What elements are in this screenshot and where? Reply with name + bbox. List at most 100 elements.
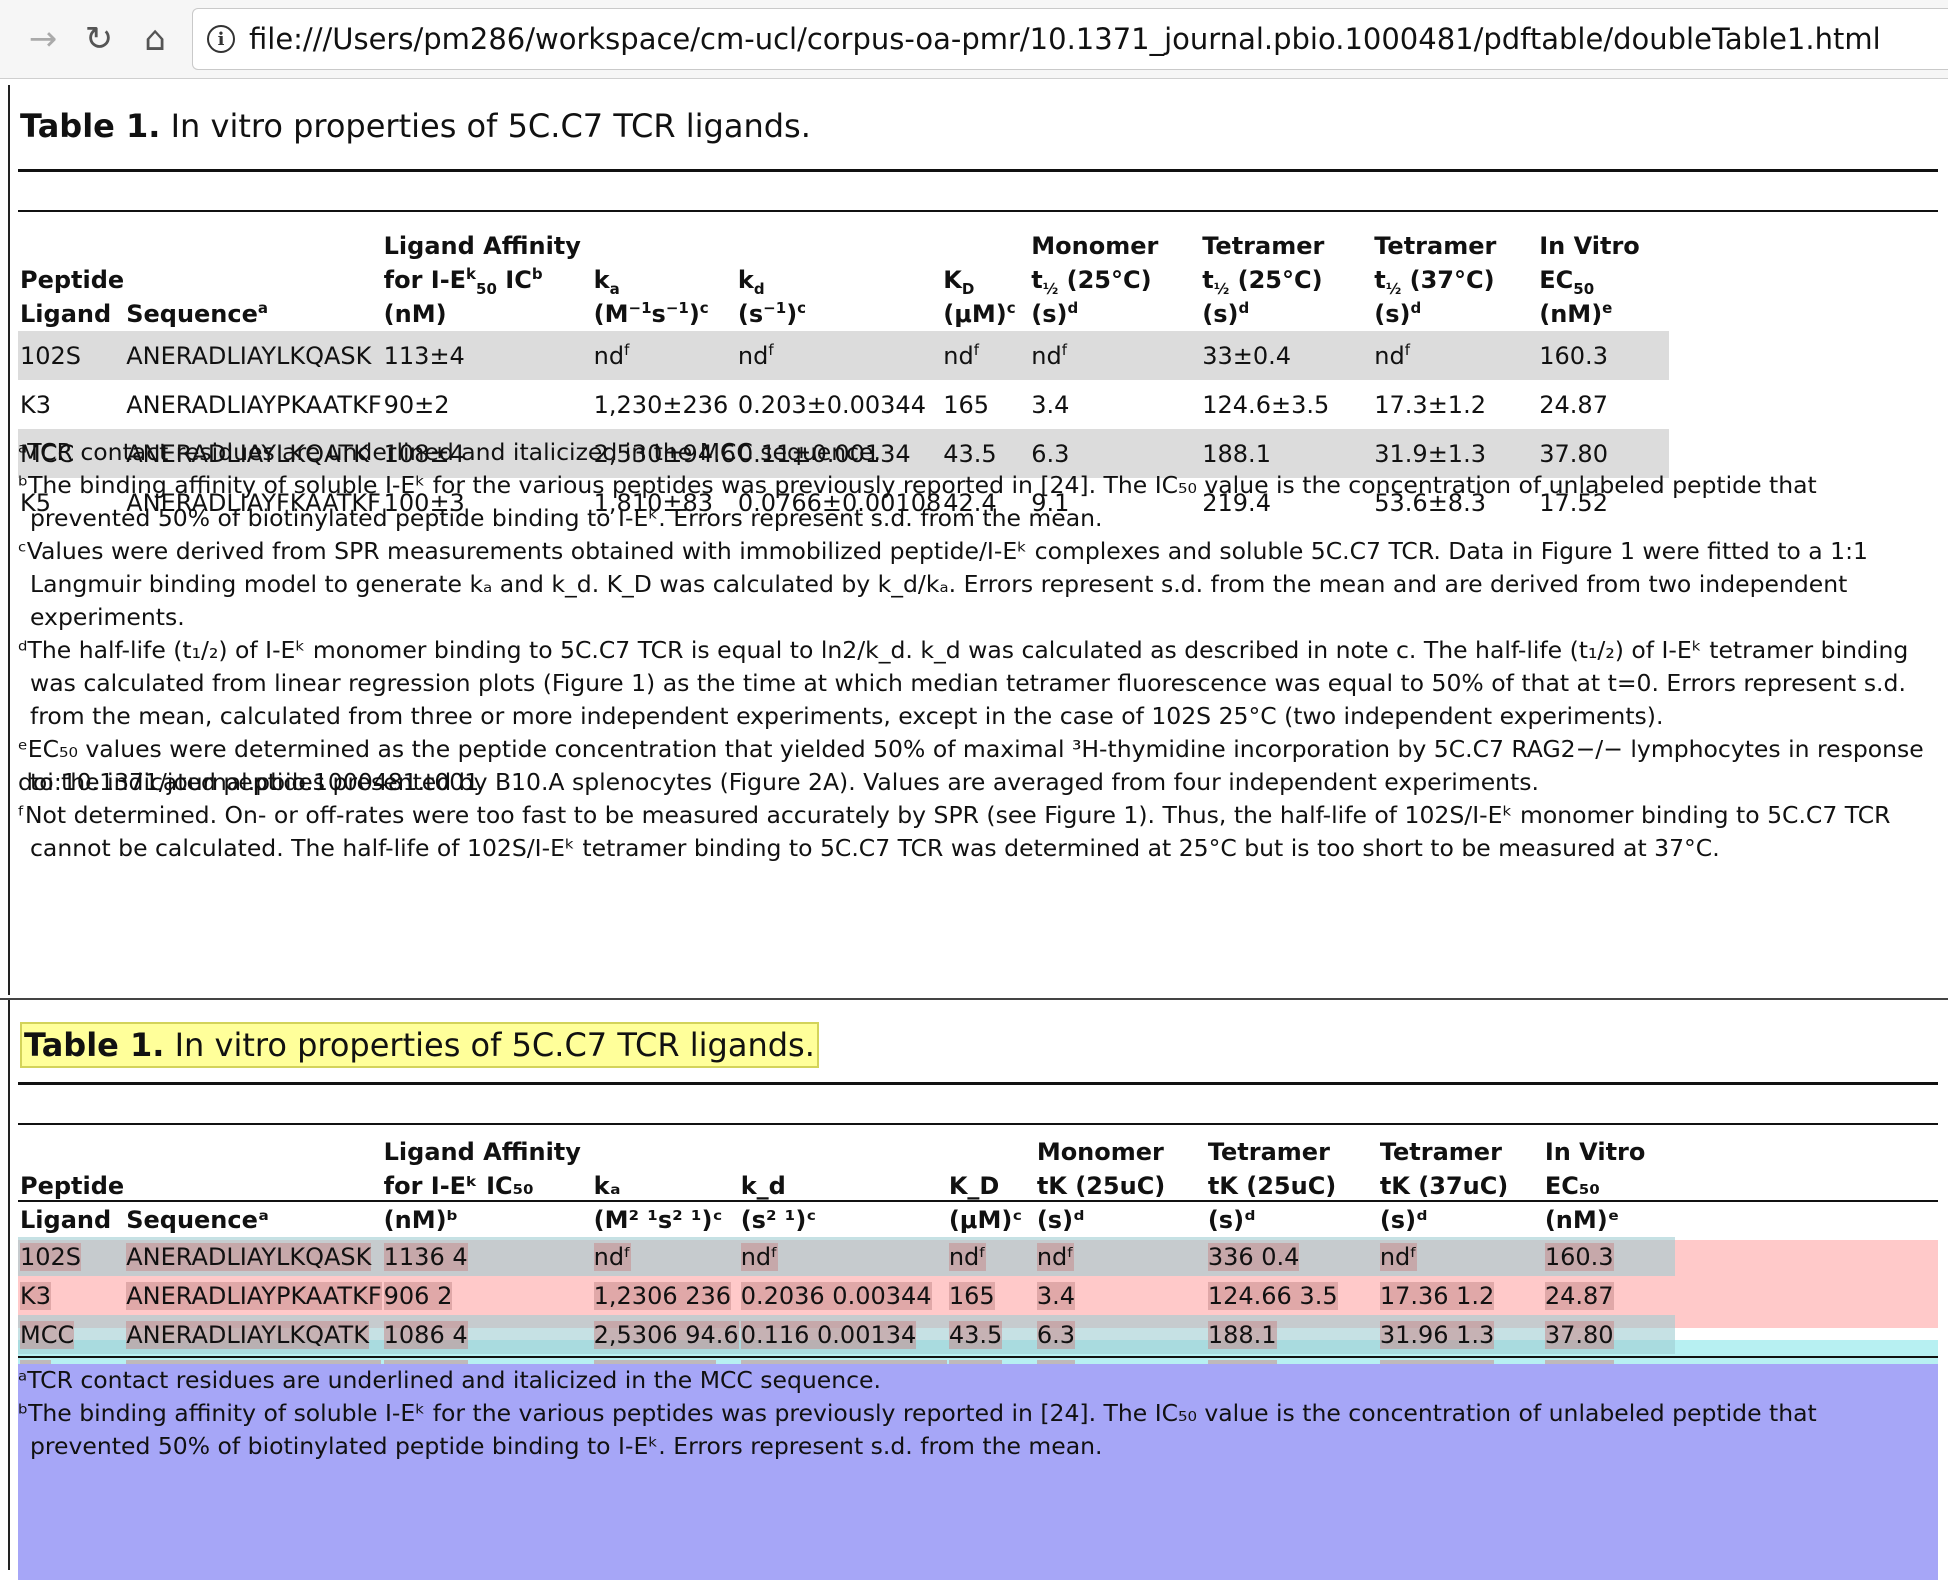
cell-box: ndᶠ	[593, 1242, 632, 1271]
home-icon[interactable]: ⌂	[144, 19, 166, 59]
footnote-marker: f	[1404, 340, 1410, 359]
url-text[interactable]: file:///Users/pm286/workspace/cm-ucl/cor…	[249, 22, 1881, 56]
header-superscript: c	[1006, 299, 1016, 317]
header-subscript: ½	[1385, 279, 1402, 298]
header-subscript: d	[753, 279, 765, 298]
table-footnotes: ᵃTCR contact residues are underlined and…	[18, 436, 1938, 865]
table-cell: 53.6±8.3	[1374, 488, 1486, 517]
table-cell: 165	[947, 1276, 1035, 1315]
cell-box: ndᶠ	[740, 1242, 779, 1271]
header-line-2: t½ (25°C) (s)d	[1202, 266, 1323, 328]
header-line-2: tK (37uC) (s)ᵈ	[1379, 1172, 1509, 1234]
table-cell: 17.3±1.2	[1374, 390, 1486, 419]
table-cell: ndᶠ	[738, 1237, 947, 1276]
column-header: Tetramer t½ (25°C) (s)d	[1200, 229, 1372, 331]
table-cell: 37.80	[1542, 1315, 1675, 1354]
cell-box: 1136 4	[383, 1242, 468, 1271]
header-line-2: tK (25uC) (s)ᵈ	[1036, 1172, 1166, 1234]
table-cell: 31.9±1.3	[1372, 429, 1538, 478]
cell-box: 31.96 1.3	[1379, 1320, 1495, 1349]
header-superscript: d	[1410, 299, 1422, 317]
doi-text: doi:10.1371/journal.pbio.1000481.t001	[18, 768, 480, 796]
column-header: k_d (s² ¹)ᶜ	[739, 1135, 947, 1237]
footnote: ᵇThe binding affinity of soluble I-Eᵏ fo…	[18, 471, 1817, 532]
top-rule	[18, 1082, 1938, 1085]
footnote-marker: f	[768, 340, 774, 359]
column-header: ka (M−1s−1)c	[592, 229, 736, 331]
table-cell: ndᶠ	[591, 1237, 739, 1276]
table-cell: 0.11±0.00134	[735, 429, 942, 478]
table-cell: 1086 4	[381, 1315, 592, 1354]
header-line-1: Monomer	[1036, 1138, 1164, 1166]
header-superscript: d	[1238, 299, 1250, 317]
header-line-2: Ligand	[20, 1206, 112, 1234]
header-line-1: Peptide	[20, 1172, 125, 1200]
address-bar[interactable]: i file:///Users/pm286/workspace/cm-ucl/c…	[192, 8, 1948, 70]
footnote: ᵇThe binding affinity of soluble I-Eᵏ fo…	[18, 1399, 1817, 1460]
header-superscript: c	[699, 299, 709, 317]
cell-box: ANERADLIAYLKQASK	[126, 1242, 372, 1271]
header-line-2: tK (25uC) (s)ᵈ	[1207, 1172, 1337, 1234]
header-subscript: 50	[1573, 279, 1595, 298]
column-header: Ligand Affinity for I-Eᵏ IC₅₀ (nM)ᵇ	[382, 1135, 592, 1237]
table-cell: MCC	[18, 1315, 125, 1354]
header-superscript: −1	[763, 299, 787, 317]
cell-box: 165	[948, 1281, 995, 1310]
table-cell: 17.36 1.2	[1378, 1276, 1543, 1315]
header-line-1: Monomer	[1031, 232, 1159, 260]
cell-box: 37.80	[1544, 1320, 1614, 1349]
table-cell: 188.1	[1205, 1315, 1378, 1354]
header-line-1	[126, 1169, 381, 1203]
table-doi: doi:10.1371/journal.pbio.1000481.t001	[18, 766, 1938, 799]
cell-box: K3	[20, 1281, 52, 1310]
table-row: 102S ANERADLIAYLKQASK 1136 4 ndᶠ ndᶠ ndᶠ ndᶠ 33…	[18, 1237, 1675, 1276]
table-row: K3 ANERADLIAYPKAATKF 90±2 1,230±236 0.203±0.…	[18, 380, 1669, 429]
table-cell: 906 2	[382, 1276, 592, 1315]
table-cell: 3.4	[1035, 1276, 1206, 1315]
header-line-2: Ligand	[20, 300, 112, 328]
header-superscript: b	[531, 265, 543, 283]
header-line-1: K_D	[948, 1172, 1000, 1200]
cell-box: 0.2036 0.00344	[740, 1281, 932, 1310]
reload-icon[interactable]: ↻	[84, 19, 114, 59]
panel-border	[8, 85, 10, 995]
info-icon[interactable]: i	[207, 25, 235, 53]
caption-label: Table 1.	[24, 1026, 165, 1064]
table-cell: 3.4	[1031, 390, 1070, 419]
table-cell: ndf	[591, 331, 736, 380]
table-cell: ndf	[1372, 331, 1538, 380]
footnote: ᵈThe half-life (t₁/₂) of I-Eᵏ monomer bi…	[18, 636, 1909, 730]
table-cell: 37.80	[1537, 429, 1670, 478]
table-row: K3 ANERADLIAYPKAATKF 906 2 1,2306 236 0.2036…	[18, 1276, 1675, 1315]
table-cell: 24.87	[1543, 1276, 1675, 1315]
cell-box: 1,2306 236	[593, 1281, 732, 1310]
table-cell: ndf	[941, 331, 1030, 380]
table-cell: 1136 4	[381, 1237, 592, 1276]
table-cell: 0.2036 0.00344	[739, 1276, 947, 1315]
cell-box: 24.87	[1544, 1281, 1614, 1310]
table-cell: ANERADLIAYPKAATKF	[124, 1276, 382, 1315]
table-cell: ANERADLIAYLKQATK	[124, 1315, 382, 1354]
cell-box: 124.66 3.5	[1207, 1281, 1338, 1310]
header-line-1: Tetramer	[1379, 1138, 1502, 1166]
table-cell: 17.52	[1539, 488, 1608, 517]
header-line-1	[126, 263, 381, 297]
header-line-1: ka	[593, 266, 620, 298]
browser-toolbar: → ↻ ⌂ i file:///Users/pm286/workspace/cm…	[0, 0, 1948, 79]
column-header: Tetramer t½ (37°C) (s)d	[1372, 229, 1537, 331]
header-line-2: (M² ¹s² ¹)ᶜ	[593, 1206, 723, 1234]
header-superscript: a	[257, 299, 269, 317]
cell-box: 102S	[20, 1242, 82, 1271]
table-cell: ANERADLIAYLKQASK	[124, 331, 382, 380]
table-cell: ndᶠ	[1377, 1237, 1543, 1276]
table-header-row: Peptide Ligand Sequencea Ligand Affinity fo…	[18, 229, 1669, 331]
table-cell: 2,5306 94.6	[591, 1315, 739, 1354]
cell-box: 2,5306 94.6	[593, 1320, 739, 1349]
second-rule	[18, 1123, 1938, 1125]
arrow-right-icon[interactable]: →	[28, 19, 58, 59]
column-header: K_D (μM)ᶜ	[947, 1135, 1035, 1237]
header-line-2: (s² ¹)ᶜ	[740, 1206, 817, 1234]
column-header: Peptide Ligand	[18, 229, 124, 331]
table-cell: 2,530±94.6	[591, 429, 736, 478]
table-cell: 33±0.4	[1200, 331, 1373, 380]
